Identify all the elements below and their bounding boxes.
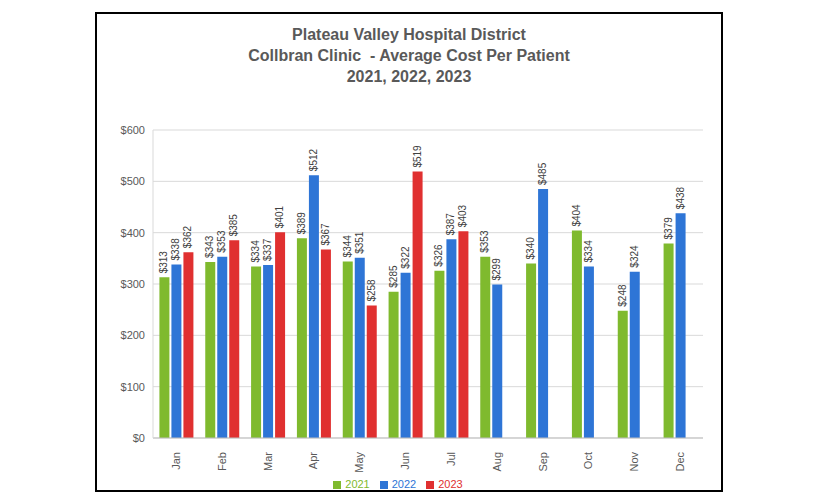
svg-text:$200: $200	[121, 329, 145, 341]
svg-text:$362: $362	[182, 225, 193, 248]
svg-text:$519: $519	[412, 145, 423, 168]
svg-text:$403: $403	[457, 204, 468, 227]
svg-text:May: May	[353, 452, 365, 473]
html-text:Collbran Clinic - Average Cost: Collbran Clinic - Average Cost Per Patie…	[248, 47, 570, 64]
svg-text:$0: $0	[133, 432, 145, 444]
svg-text:$285: $285	[388, 265, 399, 288]
svg-text:$337: $337	[262, 238, 273, 261]
svg-text:$485: $485	[537, 162, 548, 185]
svg-text:$258: $258	[366, 279, 377, 302]
svg-text:$338: $338	[170, 238, 181, 261]
svg-text:$367: $367	[320, 223, 331, 246]
svg-text:$438: $438	[675, 186, 686, 209]
svg-text:$299: $299	[491, 258, 502, 281]
svg-text:$326: $326	[433, 244, 444, 267]
svg-text:$353: $353	[216, 230, 227, 253]
svg-text:Sep: Sep	[537, 452, 549, 472]
svg-text:Dec: Dec	[674, 452, 686, 472]
svg-text:$344: $344	[342, 235, 353, 258]
svg-text:Apr: Apr	[307, 452, 319, 469]
svg-text:$340: $340	[525, 237, 536, 260]
svg-text:Jan: Jan	[170, 452, 182, 470]
svg-text:$387: $387	[445, 213, 456, 236]
html-text:2021, 2022, 2023: 2021, 2022, 2023	[346, 68, 472, 85]
html-text:2023: 2023	[438, 478, 463, 490]
svg-text:$343: $343	[204, 235, 215, 258]
svg-text:Feb: Feb	[216, 452, 228, 471]
svg-text:$512: $512	[308, 148, 319, 171]
svg-text:$401: $401	[274, 205, 285, 228]
svg-text:Jun: Jun	[399, 452, 411, 470]
svg-text:$404: $404	[571, 204, 582, 227]
svg-text:Mar: Mar	[262, 452, 274, 471]
svg-text:$334: $334	[250, 240, 261, 263]
svg-text:Jul: Jul	[445, 452, 457, 466]
svg-text:$389: $389	[296, 212, 307, 235]
svg-text:$385: $385	[228, 214, 239, 237]
svg-text:$400: $400	[121, 227, 145, 239]
svg-text:$334: $334	[583, 240, 594, 263]
svg-text:$322: $322	[400, 246, 411, 269]
svg-text:$353: $353	[479, 230, 490, 253]
svg-text:$500: $500	[121, 175, 145, 187]
svg-text:$324: $324	[629, 245, 640, 268]
svg-text:$379: $379	[663, 217, 674, 240]
svg-text:Aug: Aug	[491, 452, 503, 472]
html-text:2021: 2021	[345, 478, 370, 490]
html-text:2022: 2022	[391, 478, 417, 490]
svg-text:Nov: Nov	[628, 452, 640, 472]
svg-text:$313: $313	[158, 251, 169, 274]
svg-text:Oct: Oct	[582, 452, 594, 469]
html-text:Plateau Valley Hospital Distri: Plateau Valley Hospital District	[292, 26, 526, 43]
svg-text:$248: $248	[617, 284, 628, 307]
svg-text:$351: $351	[354, 231, 365, 254]
svg-text:$100: $100	[121, 381, 145, 393]
svg-text:$300: $300	[121, 278, 145, 290]
svg-text:$600: $600	[121, 124, 145, 136]
